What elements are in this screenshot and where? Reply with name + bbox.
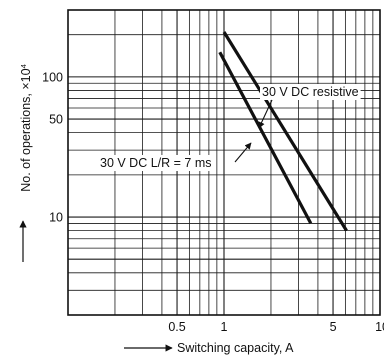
y-axis-label-exponent: 4 xyxy=(19,64,28,68)
series-lines xyxy=(218,31,348,232)
x-tick-label: 5 xyxy=(330,320,337,334)
series-line-1 xyxy=(222,31,348,232)
y-axis-label-text: No. of operations, ×10 xyxy=(19,68,33,191)
annotation-label: 30 V DC L/R = 7 ms xyxy=(100,156,212,170)
annotation-leader xyxy=(258,99,273,129)
y-axis-label: No. of operations, ×104 xyxy=(19,64,34,192)
series-line-2 xyxy=(218,51,313,225)
x-tick-label: 0.5 xyxy=(168,320,185,334)
series-annotations: 30 V DC resistive 30 V DC L/R = 7 ms xyxy=(98,84,361,171)
y-tick-label: 10 xyxy=(49,211,63,225)
annotation-label: 30 V DC resistive xyxy=(262,85,359,99)
annotation-background xyxy=(98,155,214,171)
tick-labels: 0.5 1 5 10 10 50 100 xyxy=(42,70,384,334)
y-tick-label: 100 xyxy=(42,70,63,84)
x-axis-label: Switching capacity, A xyxy=(177,341,294,355)
y-axis-title: No. of operations, ×104 xyxy=(19,64,34,192)
x-tick-label: 1 xyxy=(221,320,228,334)
annotation-leader xyxy=(234,142,252,163)
x-tick-label: 10 xyxy=(375,320,384,334)
grid xyxy=(68,10,380,315)
annotation-background xyxy=(260,84,361,100)
plot-frame xyxy=(67,9,381,316)
y-tick-label: 50 xyxy=(49,113,63,127)
